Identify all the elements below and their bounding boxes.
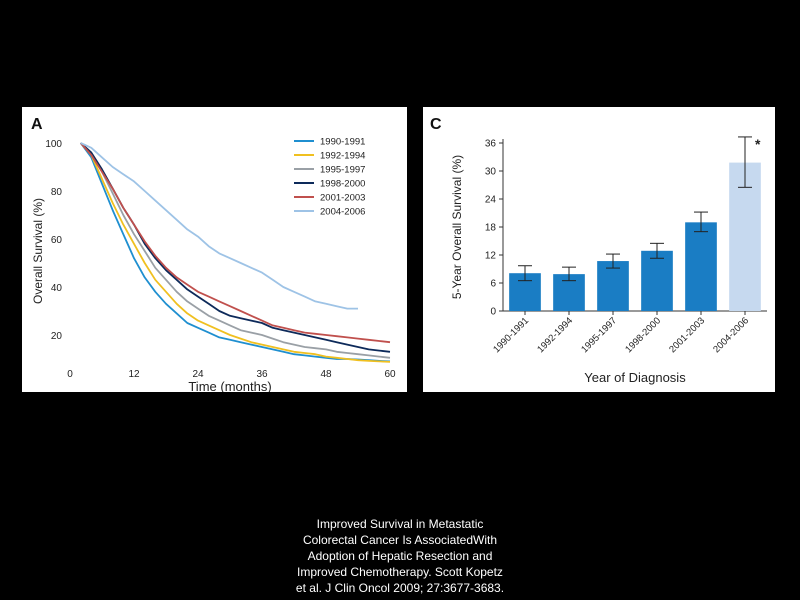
x-tick-label: 2001-2003 [667, 315, 707, 355]
x-tick-label: 60 [384, 369, 396, 380]
legend-label: 2004-2006 [320, 207, 365, 218]
x-axis-label: Time (months) [188, 379, 271, 392]
series-line [79, 142, 391, 363]
y-axis-label: Overall Survival (%) [31, 198, 45, 304]
significance-asterisk: * [755, 136, 761, 152]
x-tick-label: 36 [256, 369, 268, 380]
series-line [80, 142, 391, 363]
x-tick-label: 1990-1991 [491, 315, 531, 355]
x-tick-label: 1992-1994 [535, 315, 575, 355]
bar [641, 250, 673, 311]
bar [597, 261, 629, 311]
five-year-survival-bar-chart: 0 6 12 18 24 30 36 1990-1991 1992-1994 1995-1997 1… [450, 136, 767, 385]
legend-label: 1992-1994 [320, 151, 365, 162]
y-tick-label: 6 [490, 279, 496, 290]
survival-curve-panel: A 20 40 60 80 100 0 12 24 36 48 60 Time (months) Ove… [22, 107, 407, 392]
series-line [80, 142, 391, 359]
caption-line: Adoption of Hepatic Resection and [307, 549, 493, 563]
legend-label: 1990-1991 [320, 137, 365, 148]
y-tick-label: 80 [51, 187, 63, 198]
x-tick-label: 1995-1997 [579, 315, 619, 355]
y-tick-label: 36 [485, 139, 497, 150]
y-tick-label: 20 [51, 331, 63, 342]
legend-label: 2001-2003 [320, 193, 365, 204]
y-tick-label: 100 [45, 139, 62, 150]
caption-line: Colorectal Cancer Is AssociatedWith [302, 533, 498, 547]
series-line [80, 142, 358, 310]
legend-label: 1995-1997 [320, 165, 365, 176]
y-tick-label: 12 [485, 251, 497, 262]
y-axis-label: 5-Year Overall Survival (%) [450, 155, 464, 299]
legend-label: 1998-2000 [320, 179, 365, 190]
y-tick-label: 40 [51, 283, 63, 294]
x-axis-label: Year of Diagnosis [584, 370, 686, 385]
x-tick-label: 12 [128, 369, 140, 380]
x-tick-label: 1998-2000 [623, 315, 663, 355]
five-year-survival-panel: C 0 6 12 18 24 30 36 1990-1991 1992-1994 1995-199… [423, 107, 775, 392]
y-tick-label: 24 [485, 195, 497, 206]
survival-line-chart: 20 40 60 80 100 0 12 24 36 48 60 Time (months) Overa… [31, 137, 396, 393]
caption-line: Improved Survival in Metastatic [316, 517, 484, 531]
panel-label-c: C [430, 116, 442, 133]
x-tick-label: 24 [192, 369, 204, 380]
bar [685, 222, 717, 311]
citation-caption: Improved Survival in Metastatic Colorect… [250, 516, 550, 596]
x-tick-label: 2004-2006 [711, 315, 751, 355]
x-tick-label: 48 [320, 369, 332, 380]
caption-line: et al. J Clin Oncol 2009; 27:3677-3683. [295, 581, 505, 595]
y-tick-label: 60 [51, 235, 63, 246]
series-line [80, 142, 391, 344]
x-tick-label: 0 [67, 369, 73, 380]
y-tick-label: 18 [485, 223, 497, 234]
panel-label-a: A [31, 116, 43, 133]
caption-line: Improved Chemotherapy. Scott Kopetz [297, 565, 503, 579]
y-tick-label: 30 [485, 167, 497, 178]
y-tick-label: 0 [490, 307, 496, 318]
